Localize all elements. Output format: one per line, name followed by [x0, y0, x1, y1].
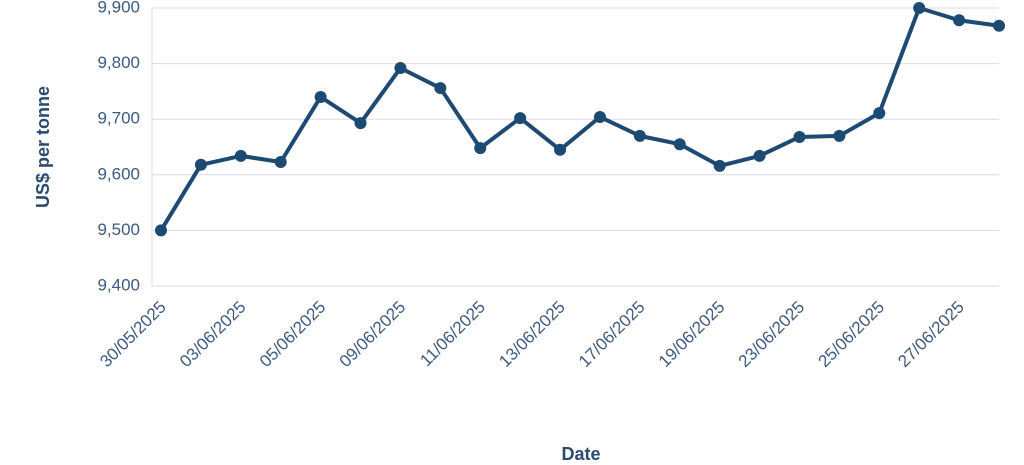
x-tick-label: 03/06/2025 — [176, 297, 250, 371]
x-tick-label: 30/05/2025 — [96, 297, 170, 371]
y-tick-label: 9,900 — [97, 0, 140, 16]
x-tick-label: 11/06/2025 — [416, 297, 489, 370]
point — [993, 19, 1005, 32]
y-tick-label: 9,500 — [97, 220, 140, 239]
point — [314, 90, 327, 103]
x-tick-label: 05/06/2025 — [256, 297, 330, 371]
y-axis-title: US$ per tonne — [33, 86, 53, 208]
y-tick-label: 9,600 — [97, 164, 140, 183]
point — [474, 142, 487, 155]
point — [793, 130, 806, 143]
x-tick-label: 19/06/2025 — [655, 297, 729, 371]
point — [753, 149, 766, 162]
point — [673, 138, 686, 151]
x-tick-label: 23/06/2025 — [735, 297, 809, 371]
point — [554, 143, 567, 156]
x-tick-label: 13/06/2025 — [495, 297, 569, 371]
point — [713, 159, 726, 172]
point — [514, 112, 527, 125]
point — [873, 107, 886, 120]
point — [913, 2, 926, 14]
x-tick-label: 27/06/2025 — [894, 297, 968, 371]
line — [159, 6, 1000, 232]
x-tick-label: 09/06/2025 — [336, 297, 410, 371]
y-tick-label: 9,700 — [97, 109, 140, 128]
point — [633, 129, 646, 142]
point — [354, 117, 367, 130]
point — [155, 224, 167, 237]
point — [194, 158, 207, 171]
y-tick-label: 9,400 — [97, 275, 140, 294]
x-axis-title: Date — [561, 444, 600, 464]
point — [833, 129, 846, 142]
x-tick-label: 25/06/2025 — [815, 297, 889, 371]
point — [593, 110, 606, 123]
point — [234, 149, 247, 162]
y-tick-label: 9,800 — [97, 53, 140, 72]
point — [953, 14, 966, 27]
point — [394, 62, 407, 75]
point — [274, 156, 287, 169]
x-tick-label: 17/06/2025 — [575, 297, 649, 371]
point — [434, 82, 447, 95]
